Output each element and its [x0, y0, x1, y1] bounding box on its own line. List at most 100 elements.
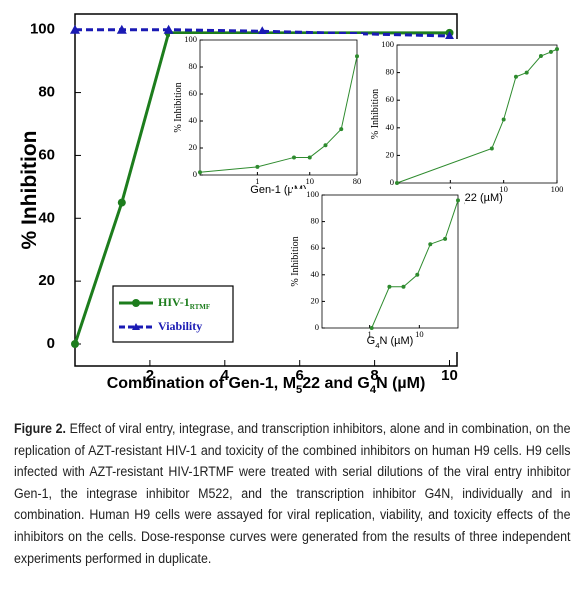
y-axis-label: % Inhibition	[290, 236, 301, 286]
data-point	[538, 54, 543, 59]
x-axis-label-part: 22 and G	[302, 375, 370, 392]
legend-box	[112, 285, 234, 343]
data-point	[456, 198, 460, 203]
y-tick-label: 0	[315, 322, 319, 332]
y-tick-label: 20	[38, 272, 55, 289]
x-tick-label: 1	[368, 329, 372, 339]
data-point	[555, 47, 559, 52]
y-tick-label: 100	[306, 189, 319, 199]
x-tick-label: 1	[448, 184, 452, 194]
x-tick-label: 8	[370, 367, 378, 384]
data-point	[255, 164, 260, 169]
y-axis-label-part: % Inhibition	[173, 82, 184, 132]
y-tick-label: 60	[311, 242, 320, 252]
y-tick-label: 0	[193, 169, 197, 179]
data-point	[444, 31, 455, 40]
x-tick-label: 2	[146, 367, 154, 384]
panel-background	[170, 34, 363, 199]
caption-label: Figure 2.	[14, 421, 66, 437]
legend-marker	[132, 299, 140, 307]
x-axis-label-part: 5	[296, 384, 302, 396]
y-tick-label: 60	[386, 94, 395, 104]
y-tick-label: 100	[381, 39, 394, 49]
y-tick-label: 80	[189, 61, 198, 71]
y-axis-label: % Inhibition	[18, 131, 41, 250]
y-tick-label: 60	[38, 146, 55, 163]
data-point	[415, 272, 420, 277]
legend-label-part: HIV-1	[158, 295, 190, 309]
x-axis-label: Combination of Gen-1, M522 and G4N (µM)	[107, 375, 426, 396]
plot-frame	[396, 44, 558, 184]
y-tick-label: 80	[38, 84, 55, 101]
data-point	[524, 70, 529, 75]
data-point	[369, 326, 374, 330]
x-axis-label-part: N (µM)	[376, 375, 425, 392]
x-tick-label: 1	[255, 176, 259, 186]
caption: Figure 2. Effect of viral entry, integra…	[14, 419, 571, 570]
data-point	[513, 74, 518, 79]
data-point	[401, 284, 406, 289]
y-tick-label: 40	[386, 122, 395, 132]
data-point	[395, 181, 399, 185]
y-tick-label: 80	[311, 216, 320, 226]
y-tick-label: 40	[189, 115, 198, 125]
data-point	[70, 24, 80, 34]
plot-frame	[199, 39, 358, 176]
data-point	[71, 340, 79, 348]
x-axis-label-part: G	[367, 335, 376, 347]
y-axis-label-part: % Inhibition	[18, 131, 41, 250]
y-tick-label: 20	[386, 149, 395, 159]
legend-label-part: RTMF	[190, 303, 210, 311]
data-point	[307, 155, 312, 160]
y-axis-label-part: % Inhibition	[370, 89, 381, 139]
legend-label: HIV-1RTMF	[158, 295, 210, 311]
data-point	[291, 155, 296, 160]
data-point	[387, 284, 392, 289]
y-axis-label: % Inhibition	[370, 89, 381, 139]
data-point	[198, 170, 202, 175]
legend-label: Viability	[158, 319, 202, 333]
data-point	[163, 24, 174, 34]
chart-panel: 020406080100110100M522 (µM)% Inhibition	[367, 39, 563, 207]
data-point	[548, 49, 553, 54]
x-tick-label: 10	[499, 184, 508, 194]
data-point	[443, 236, 448, 241]
data-point	[489, 146, 494, 151]
y-tick-label: 100	[184, 34, 197, 44]
y-tick-label: 100	[30, 21, 55, 38]
data-point	[339, 127, 344, 132]
data-point	[257, 26, 268, 36]
x-tick-label: 4	[221, 367, 230, 384]
data-point	[323, 143, 328, 148]
data-point	[501, 117, 506, 122]
x-tick-label: 100	[551, 184, 564, 194]
x-axis-label-part: 4	[370, 384, 377, 396]
y-axis-label-part: % Inhibition	[290, 236, 301, 286]
data-point	[355, 54, 359, 59]
x-tick-label: 80	[353, 176, 362, 186]
y-tick-label: 0	[390, 177, 394, 187]
panel-background	[367, 39, 563, 207]
x-tick-label: 10	[305, 176, 314, 186]
y-tick-label: 20	[189, 142, 198, 152]
legend-label-part: Viability	[158, 319, 202, 333]
y-tick-label: 20	[311, 295, 320, 305]
legend-marker	[132, 323, 140, 330]
caption-text: Effect of viral entry, integrase, and tr…	[14, 421, 571, 567]
y-axis-label: % Inhibition	[173, 82, 184, 132]
x-tick-label: 10	[415, 329, 424, 339]
data-point	[116, 24, 127, 34]
data-point	[117, 198, 126, 207]
y-tick-label: 80	[386, 67, 395, 77]
x-tick-label: 6	[296, 367, 304, 384]
data-point	[428, 242, 433, 247]
x-axis-label-part: 4	[375, 341, 380, 350]
y-tick-label: 60	[189, 88, 198, 98]
x-axis-label: G4N (µM)	[367, 335, 414, 350]
plot-frame	[321, 194, 459, 329]
